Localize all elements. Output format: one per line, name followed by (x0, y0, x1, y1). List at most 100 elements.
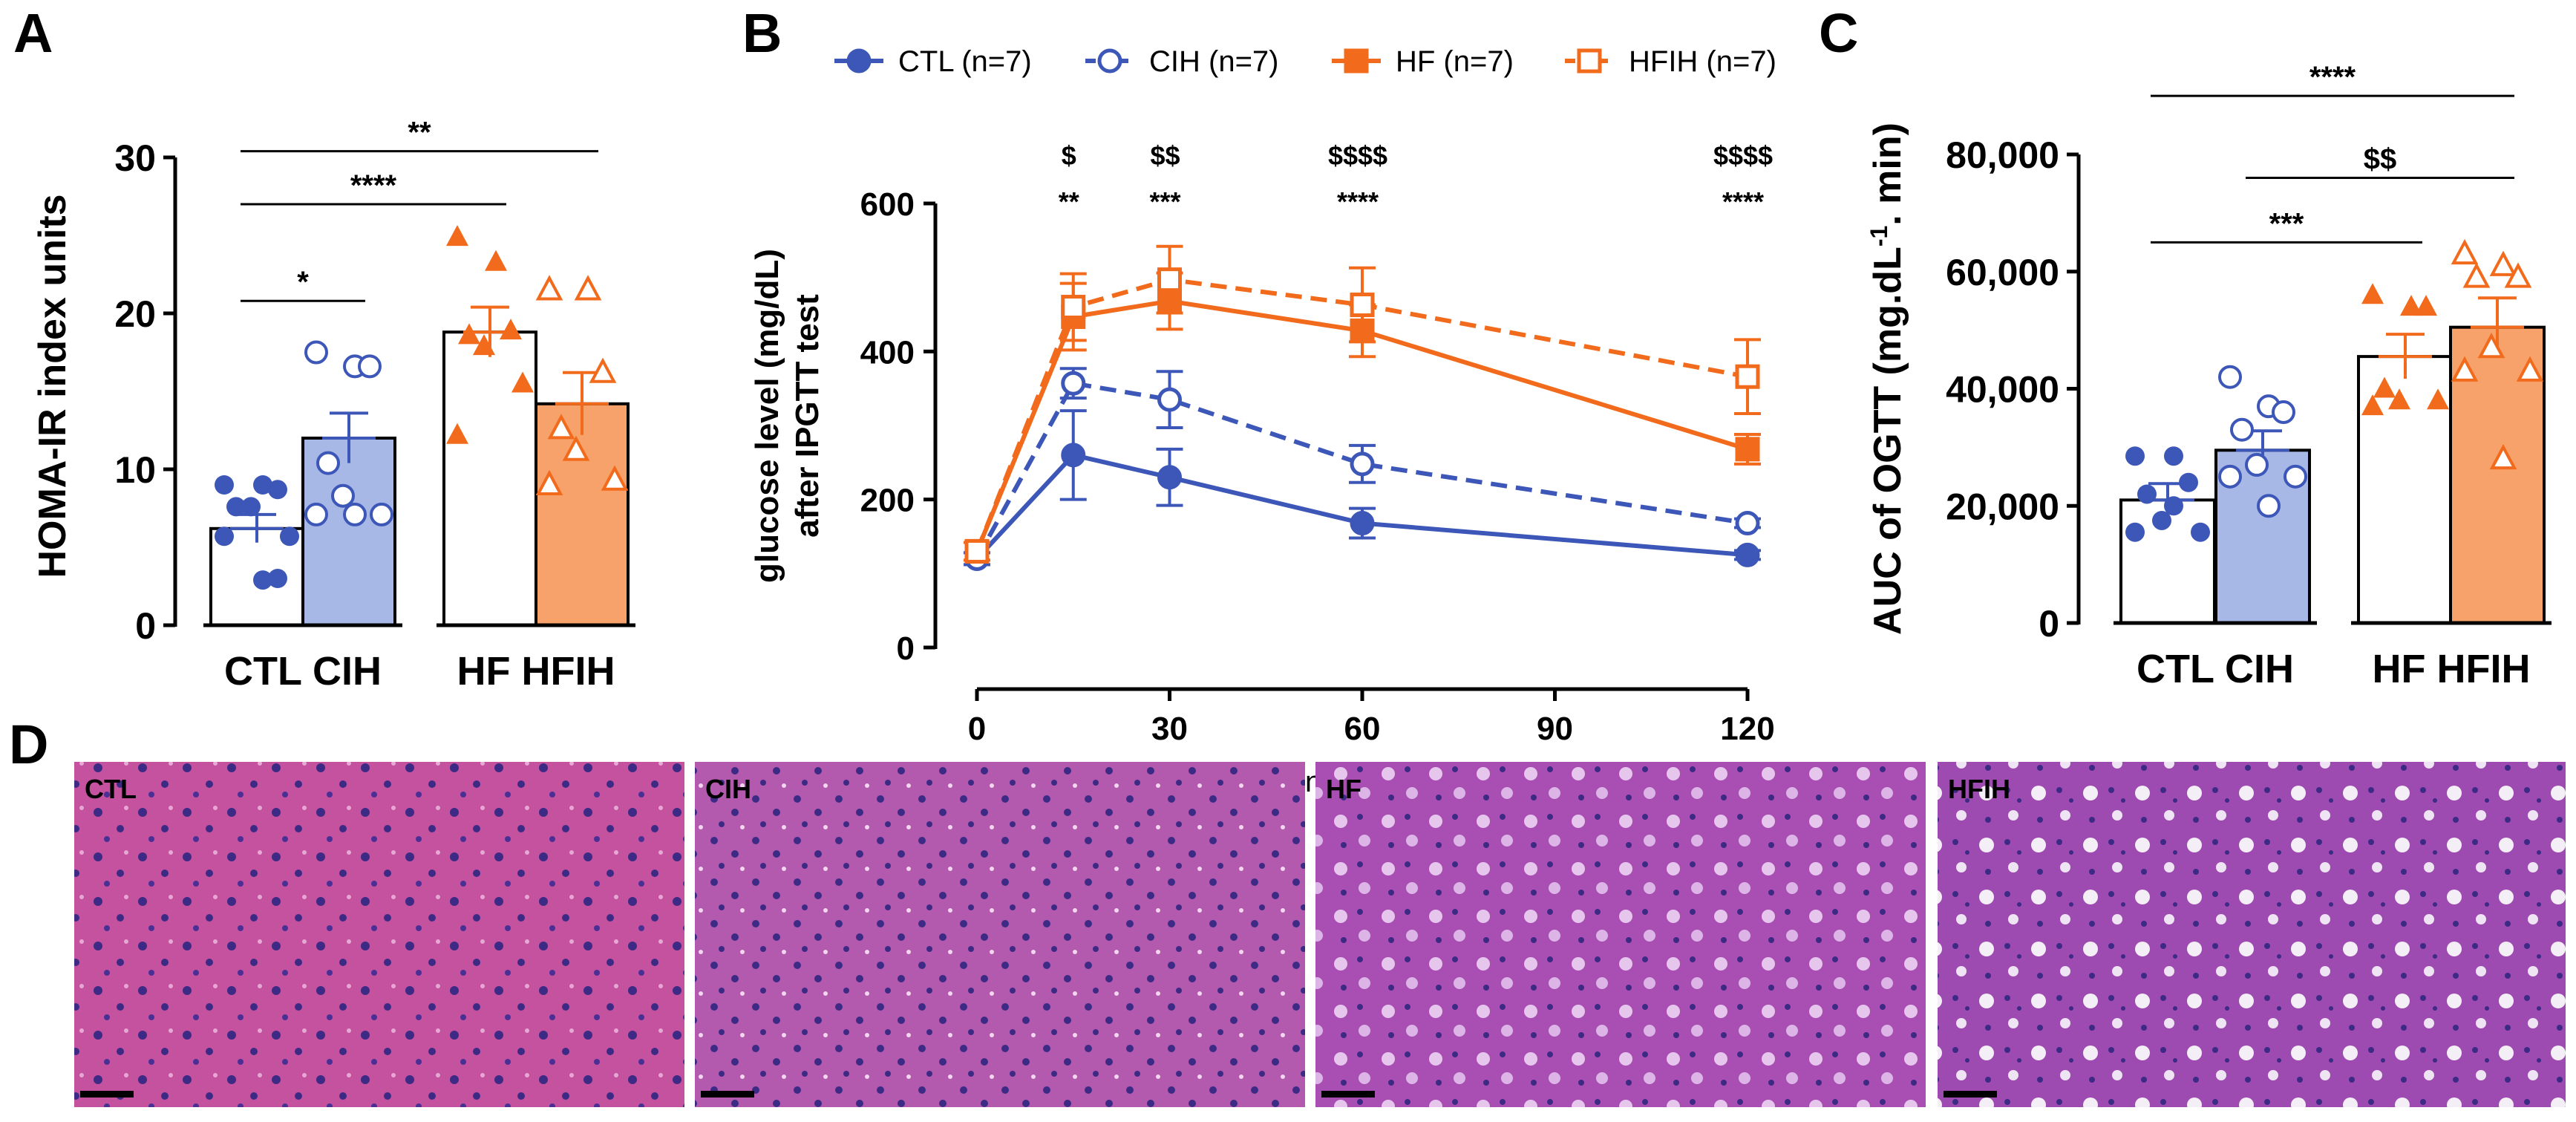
chart-b-point-ctl (1157, 465, 1182, 490)
chart-a-point-hf (446, 423, 468, 444)
chart-b-annotation-stars: **** (1722, 186, 1764, 217)
chart-a-point-cih (316, 451, 340, 475)
chart-a-y-axis-label: HOMA-IR index units (31, 194, 74, 578)
micrograph-ctl-scale-bar (80, 1091, 134, 1097)
chart-c-point-ctl (2164, 446, 2183, 466)
chart-a-group-label-hf-hfih: HF HFIH (457, 649, 615, 694)
chart-c-point-hf (2400, 295, 2422, 316)
panel-label-a: A (13, 2, 53, 64)
chart-c-y-tick-label: 80,000 (1946, 134, 2059, 176)
chart-a-point-hf (458, 323, 480, 345)
legend-marker-hfih (1577, 48, 1602, 74)
chart-a-homa-ir: HOMA-IR index units 0 10 20 30 CTL CIH HF HFI… (31, 117, 635, 694)
chart-a-point-hf (511, 371, 534, 393)
chart-c-point-ctl (2125, 522, 2145, 542)
chart-b-y-tick-label: 200 (860, 483, 915, 519)
legend-label-hfih: HFIH (n=7) (1629, 45, 1776, 78)
chart-b-point-hfih (1157, 267, 1182, 293)
chart-a-point-ctl (215, 475, 234, 495)
chart-a-point-hfih (574, 275, 602, 301)
chart-c-point-hf (2361, 394, 2384, 416)
micrograph-hfih-label: HFIH (1948, 774, 2010, 804)
micrograph-cih: CIH (695, 762, 1305, 1107)
chart-b-point-cih (1061, 371, 1086, 396)
chart-b-annotation-dollar: $ (1062, 140, 1076, 171)
chart-a-point-cih (331, 483, 355, 508)
chart-c-point-ctl (2137, 484, 2157, 504)
chart-c-point-ctl (2125, 446, 2145, 466)
chart-c-point-hfih (2451, 356, 2479, 382)
chart-a-point-cih (343, 502, 367, 526)
chart-c-point-cih (2218, 365, 2242, 389)
chart-c-point-cih (2230, 417, 2254, 442)
chart-b-y-tick-label: 0 (897, 630, 915, 667)
chart-b-y-axis-label-line2: after IPGTT test (789, 294, 826, 538)
chart-a-y-tick-label: 20 (114, 293, 156, 335)
chart-c-y-tick-label: 0 (2039, 603, 2059, 645)
micrograph-hf: HF (1315, 762, 1926, 1107)
chart-a-significance-label: ** (408, 117, 431, 149)
chart-a-y-tick-label: 30 (114, 137, 156, 179)
chart-a-point-hf (473, 334, 495, 356)
histology-micrographs: CTL CIH HF HFIH (74, 762, 2566, 1107)
chart-c-y-axis-label: AUC of OGTT (mg.dL-1. min) (1866, 123, 1909, 635)
chart-c-significance-label: **** (2309, 61, 2356, 94)
chart-a-point-hfih (601, 465, 629, 491)
chart-a-point-ctl (215, 526, 234, 547)
chart-a-point-ctl (226, 497, 246, 517)
micrograph-ctl: CTL (74, 762, 684, 1107)
chart-c-group-label-hf-hfih: HF HFIH (2373, 647, 2531, 691)
micrograph-hfih-image (1938, 762, 2566, 1107)
micrograph-hfih: HFIH (1938, 762, 2566, 1107)
chart-a-point-ctl (268, 480, 287, 500)
chart-c-point-hfih (2504, 262, 2532, 288)
micrograph-ctl-label: CTL (85, 774, 137, 804)
chart-a-point-cih (304, 502, 328, 526)
chart-b-x-tick-label: 0 (968, 711, 986, 747)
chart-a-point-ctl (268, 569, 287, 588)
chart-b-x-tick-label: 30 (1151, 711, 1188, 747)
chart-a-point-hfih (535, 469, 563, 495)
chart-b-y-axis-label-line1: glucose level (mg/dL) (749, 249, 785, 583)
micrograph-ctl-image (74, 762, 684, 1107)
chart-b-annotation-stars: **** (1337, 186, 1379, 217)
chart-a-group-label-ctl-cih: CTL CIH (224, 649, 382, 694)
panel-label-d: D (9, 714, 48, 775)
chart-c-point-hfih (2489, 443, 2517, 470)
chart-b-point-hfih (1735, 364, 1760, 389)
chart-a-point-hfih (589, 357, 617, 383)
chart-b-annotation-dollar: $$ (1150, 140, 1180, 171)
chart-c-point-cih (2272, 400, 2295, 425)
chart-a-y-tick-label: 10 (114, 449, 156, 491)
chart-c-point-ctl (2164, 496, 2183, 516)
chart-b-x-tick-label: 120 (1720, 711, 1774, 747)
chart-b-point-ctl (1350, 511, 1375, 536)
chart-c-point-hf (2373, 376, 2396, 398)
legend-marker-hf (1344, 48, 1369, 74)
chart-c-y-tick-label: 20,000 (1946, 486, 2059, 527)
micrograph-hf-image (1315, 762, 1926, 1107)
panel-label-c: C (1819, 2, 1858, 64)
chart-c-significance-label: $$ (2364, 143, 2397, 176)
chart-b-annotation-dollar: $$$$ (1713, 140, 1773, 171)
chart-b-point-hfih (1061, 295, 1086, 320)
chart-a-point-hf (485, 249, 507, 271)
chart-b-point-ctl (1735, 542, 1760, 567)
chart-a-point-ctl (280, 526, 299, 547)
chart-c-point-ctl (2179, 472, 2198, 492)
chart-c-point-cih (2284, 464, 2307, 489)
micrograph-cih-label: CIH (705, 774, 751, 804)
chart-b-annotation-stars: *** (1149, 186, 1180, 217)
chart-b-x-tick-label: 90 (1537, 711, 1573, 747)
chart-c-y-tick-label: 60,000 (1946, 252, 2059, 293)
chart-a-point-ctl (241, 497, 261, 517)
chart-b-y-tick-label: 400 (860, 334, 915, 371)
micrograph-hfih-scale-bar (1944, 1091, 1997, 1097)
chart-a-y-tick-label: 0 (135, 605, 156, 647)
chart-c-auc: AUC of OGTT (mg.dL-1. min) 0 20,000 40,000… (1866, 61, 2552, 691)
chart-b-point-cih (1157, 387, 1182, 412)
chart-c-point-hf (2361, 283, 2384, 304)
legend-label-cih: CIH (n=7) (1149, 45, 1279, 78)
chart-c-group-label-ctl-cih: CTL CIH (2137, 647, 2294, 691)
chart-a-point-cih (358, 354, 382, 379)
